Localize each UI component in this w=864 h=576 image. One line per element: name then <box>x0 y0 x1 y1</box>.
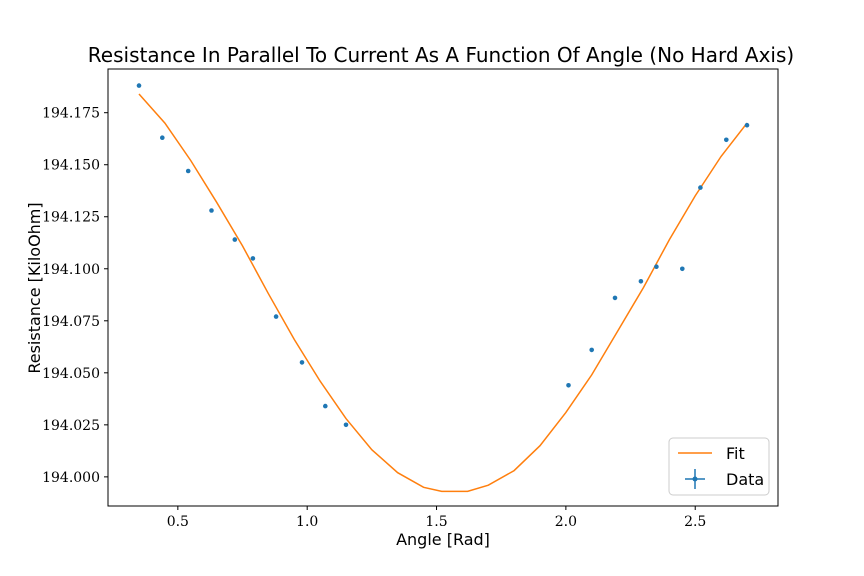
x-tick-label: 0.5 <box>167 514 189 530</box>
data-point <box>744 122 750 128</box>
data-point <box>209 208 214 213</box>
y-axis-ticks: 194.000 194.025 194.050 194.075 194.100 194.1… <box>42 106 108 486</box>
fit-line <box>138 93 748 493</box>
x-tick-label: 1.0 <box>296 514 318 530</box>
x-tick-label: 2.0 <box>555 514 577 530</box>
y-tick-label: 194.100 <box>42 262 100 278</box>
data-point <box>136 83 142 88</box>
plot-area <box>136 83 750 493</box>
x-axis-label: Angle [Rad] <box>396 530 490 549</box>
data-point <box>299 360 305 365</box>
x-axis-ticks: 0.5 1.0 1.5 2.0 2.5 <box>167 506 706 530</box>
y-tick-label: 194.175 <box>42 106 100 122</box>
data-point <box>612 295 618 301</box>
data-point <box>589 347 594 353</box>
y-tick-label: 194.150 <box>42 158 100 174</box>
data-point <box>273 314 279 319</box>
data-point <box>566 383 571 388</box>
y-tick-label: 194.050 <box>42 366 100 382</box>
y-axis-label: Resistance [KiloOhm] <box>25 202 44 373</box>
data-point <box>638 279 644 284</box>
x-tick-label: 2.5 <box>684 514 706 530</box>
data-point <box>323 403 328 409</box>
data-point <box>185 168 191 174</box>
chart-title: Resistance In Parallel To Current As A F… <box>88 43 794 67</box>
x-tick-label: 1.5 <box>425 514 447 530</box>
data-point <box>160 135 165 140</box>
legend-data-swatch <box>685 469 705 489</box>
y-tick-label: 194.125 <box>42 210 100 226</box>
data-point <box>698 185 703 190</box>
legend: Fit Data <box>668 437 770 496</box>
data-point <box>724 137 729 143</box>
y-tick-label: 194.000 <box>42 470 100 486</box>
data-point <box>654 264 659 270</box>
plot-frame <box>107 68 779 507</box>
data-point <box>232 237 238 242</box>
legend-data-label: Data <box>726 470 764 489</box>
y-tick-label: 194.075 <box>42 314 100 330</box>
data-point <box>343 422 349 428</box>
y-tick-label: 194.025 <box>42 418 100 434</box>
data-point <box>680 266 685 272</box>
data-point <box>250 256 256 261</box>
legend-fit-label: Fit <box>726 444 745 463</box>
